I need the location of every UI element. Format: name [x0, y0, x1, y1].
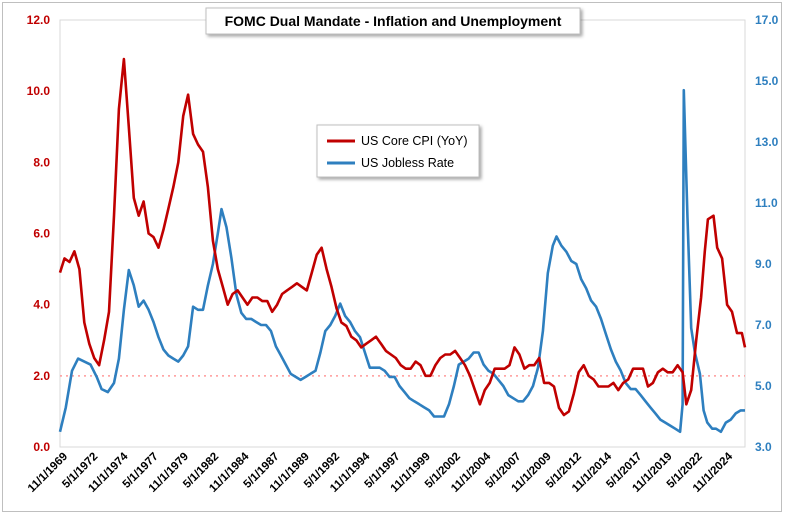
legend-box [316, 124, 480, 178]
legend-label-jobless-rate: US Jobless Rate [361, 156, 454, 170]
right-tick-label: 3.0 [755, 440, 772, 454]
left-tick-label: 10.0 [27, 84, 51, 98]
legend: US Core CPI (YoY) US Jobless Rate [316, 124, 480, 178]
left-tick-label: 4.0 [33, 298, 50, 312]
chart-svg: 0.0 2.0 4.0 6.0 8.0 10.0 12.0 3.0 5.0 7.0 9.0 11.0… [26, 7, 779, 495]
x-axis-ticks: 11/1/19695/1/197211/1/19745/1/197711/1/1… [26, 450, 736, 495]
x-tick-label: 11/1/1969 [26, 451, 70, 495]
legend-label-core-cpi: US Core CPI (YoY) [361, 134, 468, 148]
left-axis-ticks: 0.0 2.0 4.0 6.0 8.0 10.0 12.0 [27, 13, 51, 454]
left-tick-label: 2.0 [33, 369, 50, 383]
chart-title-box: FOMC Dual Mandate - Inflation and Unempl… [205, 7, 581, 35]
left-tick-label: 12.0 [27, 13, 51, 27]
right-tick-label: 13.0 [755, 135, 779, 149]
left-tick-label: 0.0 [33, 440, 50, 454]
right-tick-label: 11.0 [755, 196, 778, 210]
left-tick-label: 6.0 [33, 227, 50, 241]
series-group [58, 57, 747, 434]
left-tick-label: 8.0 [33, 155, 50, 169]
series-jobless-rate-line [58, 88, 745, 434]
right-tick-label: 5.0 [755, 379, 772, 393]
series-core-cpi-line [58, 57, 747, 417]
right-tick-label: 15.0 [755, 74, 779, 88]
right-tick-label: 9.0 [755, 257, 772, 271]
right-tick-label: 17.0 [755, 13, 779, 27]
right-axis-ticks: 3.0 5.0 7.0 9.0 11.0 13.0 15.0 17.0 [755, 13, 779, 454]
right-tick-label: 7.0 [755, 318, 772, 332]
chart-title: FOMC Dual Mandate - Inflation and Unempl… [225, 13, 562, 29]
